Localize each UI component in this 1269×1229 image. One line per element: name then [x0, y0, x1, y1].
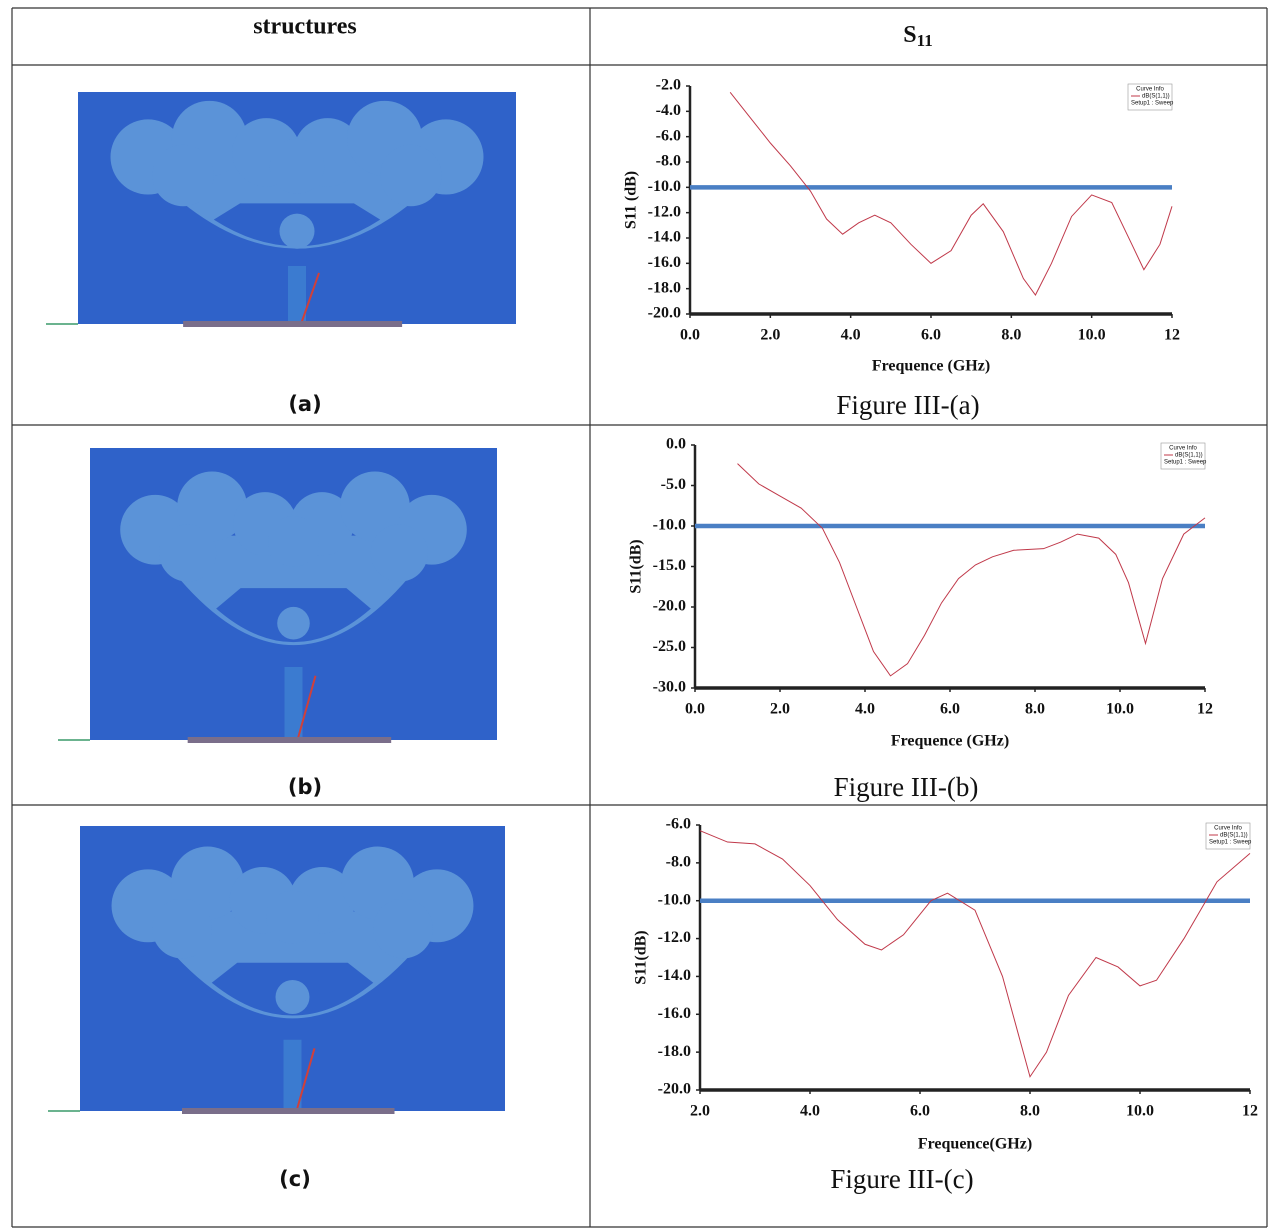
legend-note: Setup1 : Sweep [1164, 460, 1207, 466]
patch-lobe [373, 899, 433, 959]
x-tick-label: 6.0 [921, 327, 941, 344]
y-tick-label: -20.0 [658, 1081, 691, 1098]
patch-lobe [152, 145, 213, 206]
legend-note: Setup1 : Sweep [1131, 101, 1174, 107]
x-tick-label: 10.0 [1126, 1103, 1154, 1120]
y-tick-label: -10.0 [658, 891, 691, 908]
y-tick-label: -12.0 [658, 929, 691, 946]
slot-hole [276, 980, 310, 1014]
figure-caption: Figure III-(b) [834, 772, 979, 802]
ground [183, 321, 402, 327]
x-tick-label: 2.0 [760, 327, 780, 344]
row-label: (a) [288, 392, 321, 416]
legend-entry: dB(S(1,1)) [1220, 833, 1248, 839]
x-tick-label: 4.0 [841, 327, 861, 344]
y-tick-label: -6.0 [666, 816, 691, 833]
patch-lobe [152, 899, 212, 959]
legend-entry: dB(S(1,1)) [1175, 453, 1203, 459]
antenna-image [48, 826, 505, 1114]
x-tick-label: 12 [1164, 327, 1180, 344]
y-tick-label: -10.0 [648, 178, 681, 195]
ground [182, 1108, 395, 1114]
legend-title: Curve Info [1169, 446, 1197, 452]
patch-lobe [270, 139, 325, 194]
header-s11: S11 [903, 22, 932, 50]
curve [738, 464, 1206, 676]
header-structures: structures [253, 14, 357, 40]
legend-note: Setup1 : Sweep [1209, 840, 1252, 846]
x-tick-label: 8.0 [1001, 327, 1021, 344]
row-label: (b) [288, 775, 322, 799]
x-tick-label: 6.0 [940, 701, 960, 718]
patch-lobe [268, 516, 319, 567]
figure-caption: Figure III-(a) [836, 390, 979, 420]
y-tick-label: -25.0 [653, 638, 686, 655]
x-tick-label: 12 [1197, 701, 1213, 718]
y-tick-label: -14.0 [648, 229, 681, 246]
x-tick-label: 0.0 [685, 701, 705, 718]
y-tick-label: -16.0 [648, 254, 681, 271]
x-tick-label: 12 [1242, 1103, 1258, 1120]
slot-hole [277, 607, 310, 640]
y-tick-label: -30.0 [653, 679, 686, 696]
y-tick-label: -15.0 [653, 557, 686, 574]
y-tick-label: -4.0 [656, 102, 681, 119]
x-tick-label: 4.0 [855, 701, 875, 718]
curve [730, 92, 1172, 295]
y-tick-label: -5.0 [661, 476, 686, 493]
y-tick-label: -20.0 [648, 305, 681, 322]
x-tick-label: 10.0 [1106, 701, 1134, 718]
x-axis-label: Frequence(GHz) [918, 1136, 1032, 1153]
y-tick-label: -14.0 [658, 967, 691, 984]
figure-caption: Figure III-(c) [830, 1164, 973, 1194]
row-label: (c) [279, 1167, 311, 1191]
y-tick-label: -18.0 [648, 279, 681, 296]
x-tick-label: 2.0 [770, 701, 790, 718]
antenna-image [58, 448, 497, 743]
curve [700, 831, 1250, 1077]
x-tick-label: 8.0 [1020, 1103, 1040, 1120]
header-sub: 11 [917, 31, 933, 50]
y-tick-label: -8.0 [666, 854, 691, 871]
x-tick-label: 8.0 [1025, 701, 1045, 718]
y-axis-label: S11 (dB) [623, 171, 640, 229]
x-tick-label: 4.0 [800, 1103, 820, 1120]
y-tick-label: 0.0 [666, 436, 686, 453]
ground [188, 737, 392, 743]
antenna-image [46, 92, 516, 327]
patch-lobe [266, 891, 319, 944]
x-tick-label: 6.0 [910, 1103, 930, 1120]
legend-entry: dB(S(1,1)) [1142, 94, 1170, 100]
x-tick-label: 2.0 [690, 1103, 710, 1120]
y-tick-label: -18.0 [658, 1043, 691, 1060]
slot-hole [279, 214, 314, 249]
x-axis-label: Frequence (GHz) [872, 358, 990, 375]
legend-title: Curve Info [1136, 87, 1164, 93]
x-tick-label: 10.0 [1078, 327, 1106, 344]
y-axis-label: S11(dB) [628, 539, 645, 593]
y-tick-label: -6.0 [656, 127, 681, 144]
y-tick-label: -10.0 [653, 517, 686, 534]
x-tick-label: 0.0 [680, 327, 700, 344]
y-tick-label: -12.0 [648, 203, 681, 220]
patch-lobe [371, 525, 428, 582]
header-s: S [903, 22, 916, 48]
y-tick-label: -20.0 [653, 598, 686, 615]
y-tick-label: -8.0 [656, 153, 681, 170]
legend-title: Curve Info [1214, 826, 1242, 832]
patch-lobe [380, 145, 441, 206]
y-axis-label: S11(dB) [633, 930, 650, 984]
y-tick-label: -16.0 [658, 1005, 691, 1022]
page: structures S11 (a) (b) (c) Figure III-(a… [0, 0, 1269, 1229]
y-tick-label: -2.0 [656, 77, 681, 94]
patch-lobe [159, 525, 216, 582]
x-axis-label: Frequence (GHz) [891, 733, 1009, 750]
